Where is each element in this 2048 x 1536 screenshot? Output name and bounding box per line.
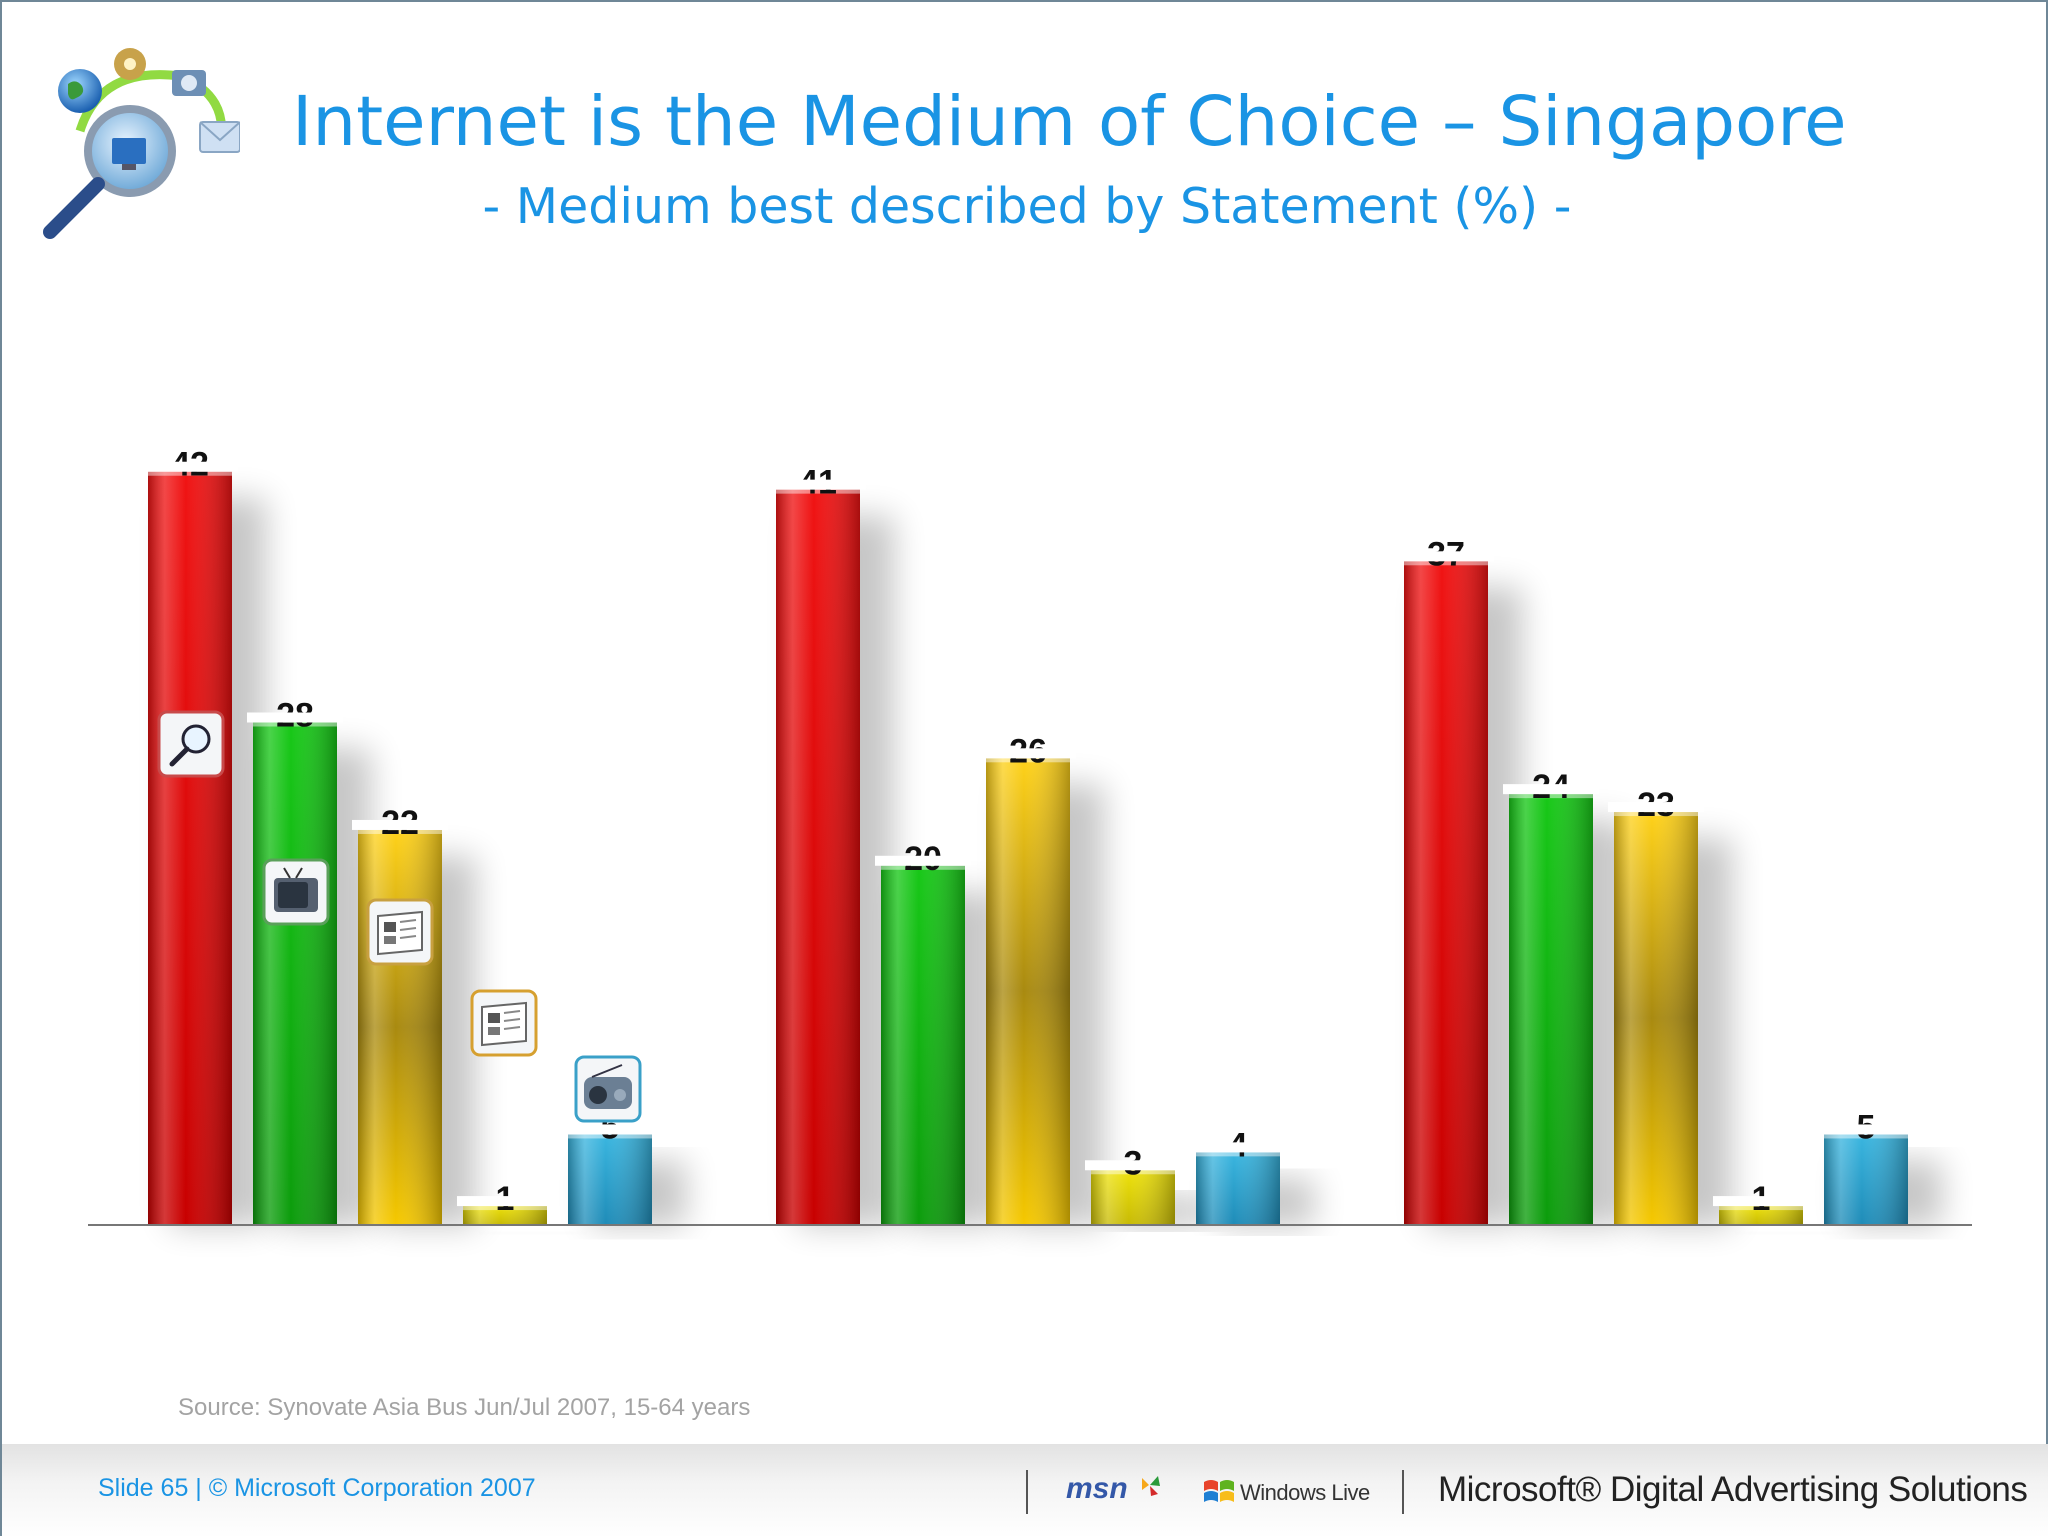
footer-divider	[1026, 1470, 1028, 1514]
bar-shading	[463, 1206, 547, 1224]
magazine-icon	[470, 989, 538, 1057]
search-icon	[157, 710, 225, 778]
bar-highlight	[881, 865, 965, 870]
logo-icon	[43, 48, 240, 239]
source-note: Source: Synovate Asia Bus Jun/Jul 2007, …	[178, 1394, 751, 1421]
bar-shading	[1824, 1134, 1908, 1224]
label-mask	[142, 461, 238, 472]
bar-shading	[1196, 1152, 1280, 1224]
bar-shading	[1091, 1170, 1175, 1224]
label-mask	[980, 748, 1076, 759]
label-mask	[1085, 1160, 1181, 1171]
bar-shadow	[485, 1232, 581, 1235]
tv-icon	[262, 858, 330, 926]
bar-highlight	[776, 489, 860, 494]
windows-flag-icon	[1204, 1480, 1234, 1502]
label-mask	[1818, 1124, 1914, 1135]
bar-highlight	[253, 722, 337, 727]
page-title: Internet is the Medium of Choice – Singa…	[292, 82, 1847, 162]
bar-highlight	[1719, 1206, 1803, 1211]
bar-shading	[986, 758, 1070, 1224]
bar-highlight	[1091, 1170, 1175, 1175]
msn-logo: msn	[1066, 1472, 1128, 1505]
bar-highlight	[1509, 794, 1593, 799]
bar-shading	[1614, 812, 1698, 1224]
bar-shading	[358, 829, 442, 1224]
company-logo: Microsoft® Digital Advertising Solutions	[1438, 1470, 2028, 1509]
bar-highlight	[1614, 812, 1698, 817]
bar-shading	[1509, 794, 1593, 1224]
label-mask	[1608, 802, 1704, 813]
bar-shading	[881, 865, 965, 1224]
bar-shading	[568, 1134, 652, 1224]
bar-shading	[1719, 1206, 1803, 1224]
label-mask	[1503, 784, 1599, 795]
bar-chart: 424137282024222623131545	[88, 446, 1972, 1235]
label-mask	[1398, 551, 1494, 562]
newspaper-icon	[366, 898, 434, 966]
bar-highlight	[463, 1206, 547, 1211]
bar-shading	[1404, 561, 1488, 1224]
bar-shading	[253, 722, 337, 1224]
label-mask	[1190, 1142, 1286, 1153]
bar-highlight	[568, 1134, 652, 1139]
label-mask	[770, 479, 866, 490]
footer-divider	[1402, 1470, 1404, 1514]
bar-shading	[148, 471, 232, 1224]
page-subtitle: - Medium best described by Statement (%)…	[482, 178, 1572, 235]
label-mask	[247, 712, 343, 723]
bar-highlight	[1404, 561, 1488, 566]
bar-highlight	[148, 471, 232, 476]
radio-icon	[574, 1055, 642, 1123]
label-mask	[457, 1196, 553, 1207]
label-mask	[562, 1124, 658, 1135]
bar-highlight	[1196, 1152, 1280, 1157]
bar-highlight	[358, 829, 442, 834]
bar-shadow	[1741, 1232, 1837, 1235]
slide-info: Slide 65 | © Microsoft Corporation 2007	[98, 1474, 536, 1502]
msn-butterfly-icon	[1142, 1476, 1160, 1496]
label-mask	[1713, 1196, 1809, 1207]
bar-highlight	[986, 758, 1070, 763]
windows-live-logo: Windows Live	[1240, 1480, 1370, 1505]
footer-bar	[2, 1444, 2048, 1536]
label-mask	[875, 855, 971, 866]
bar-highlight	[1824, 1134, 1908, 1139]
label-mask	[352, 819, 448, 830]
bar-shading	[776, 489, 860, 1225]
